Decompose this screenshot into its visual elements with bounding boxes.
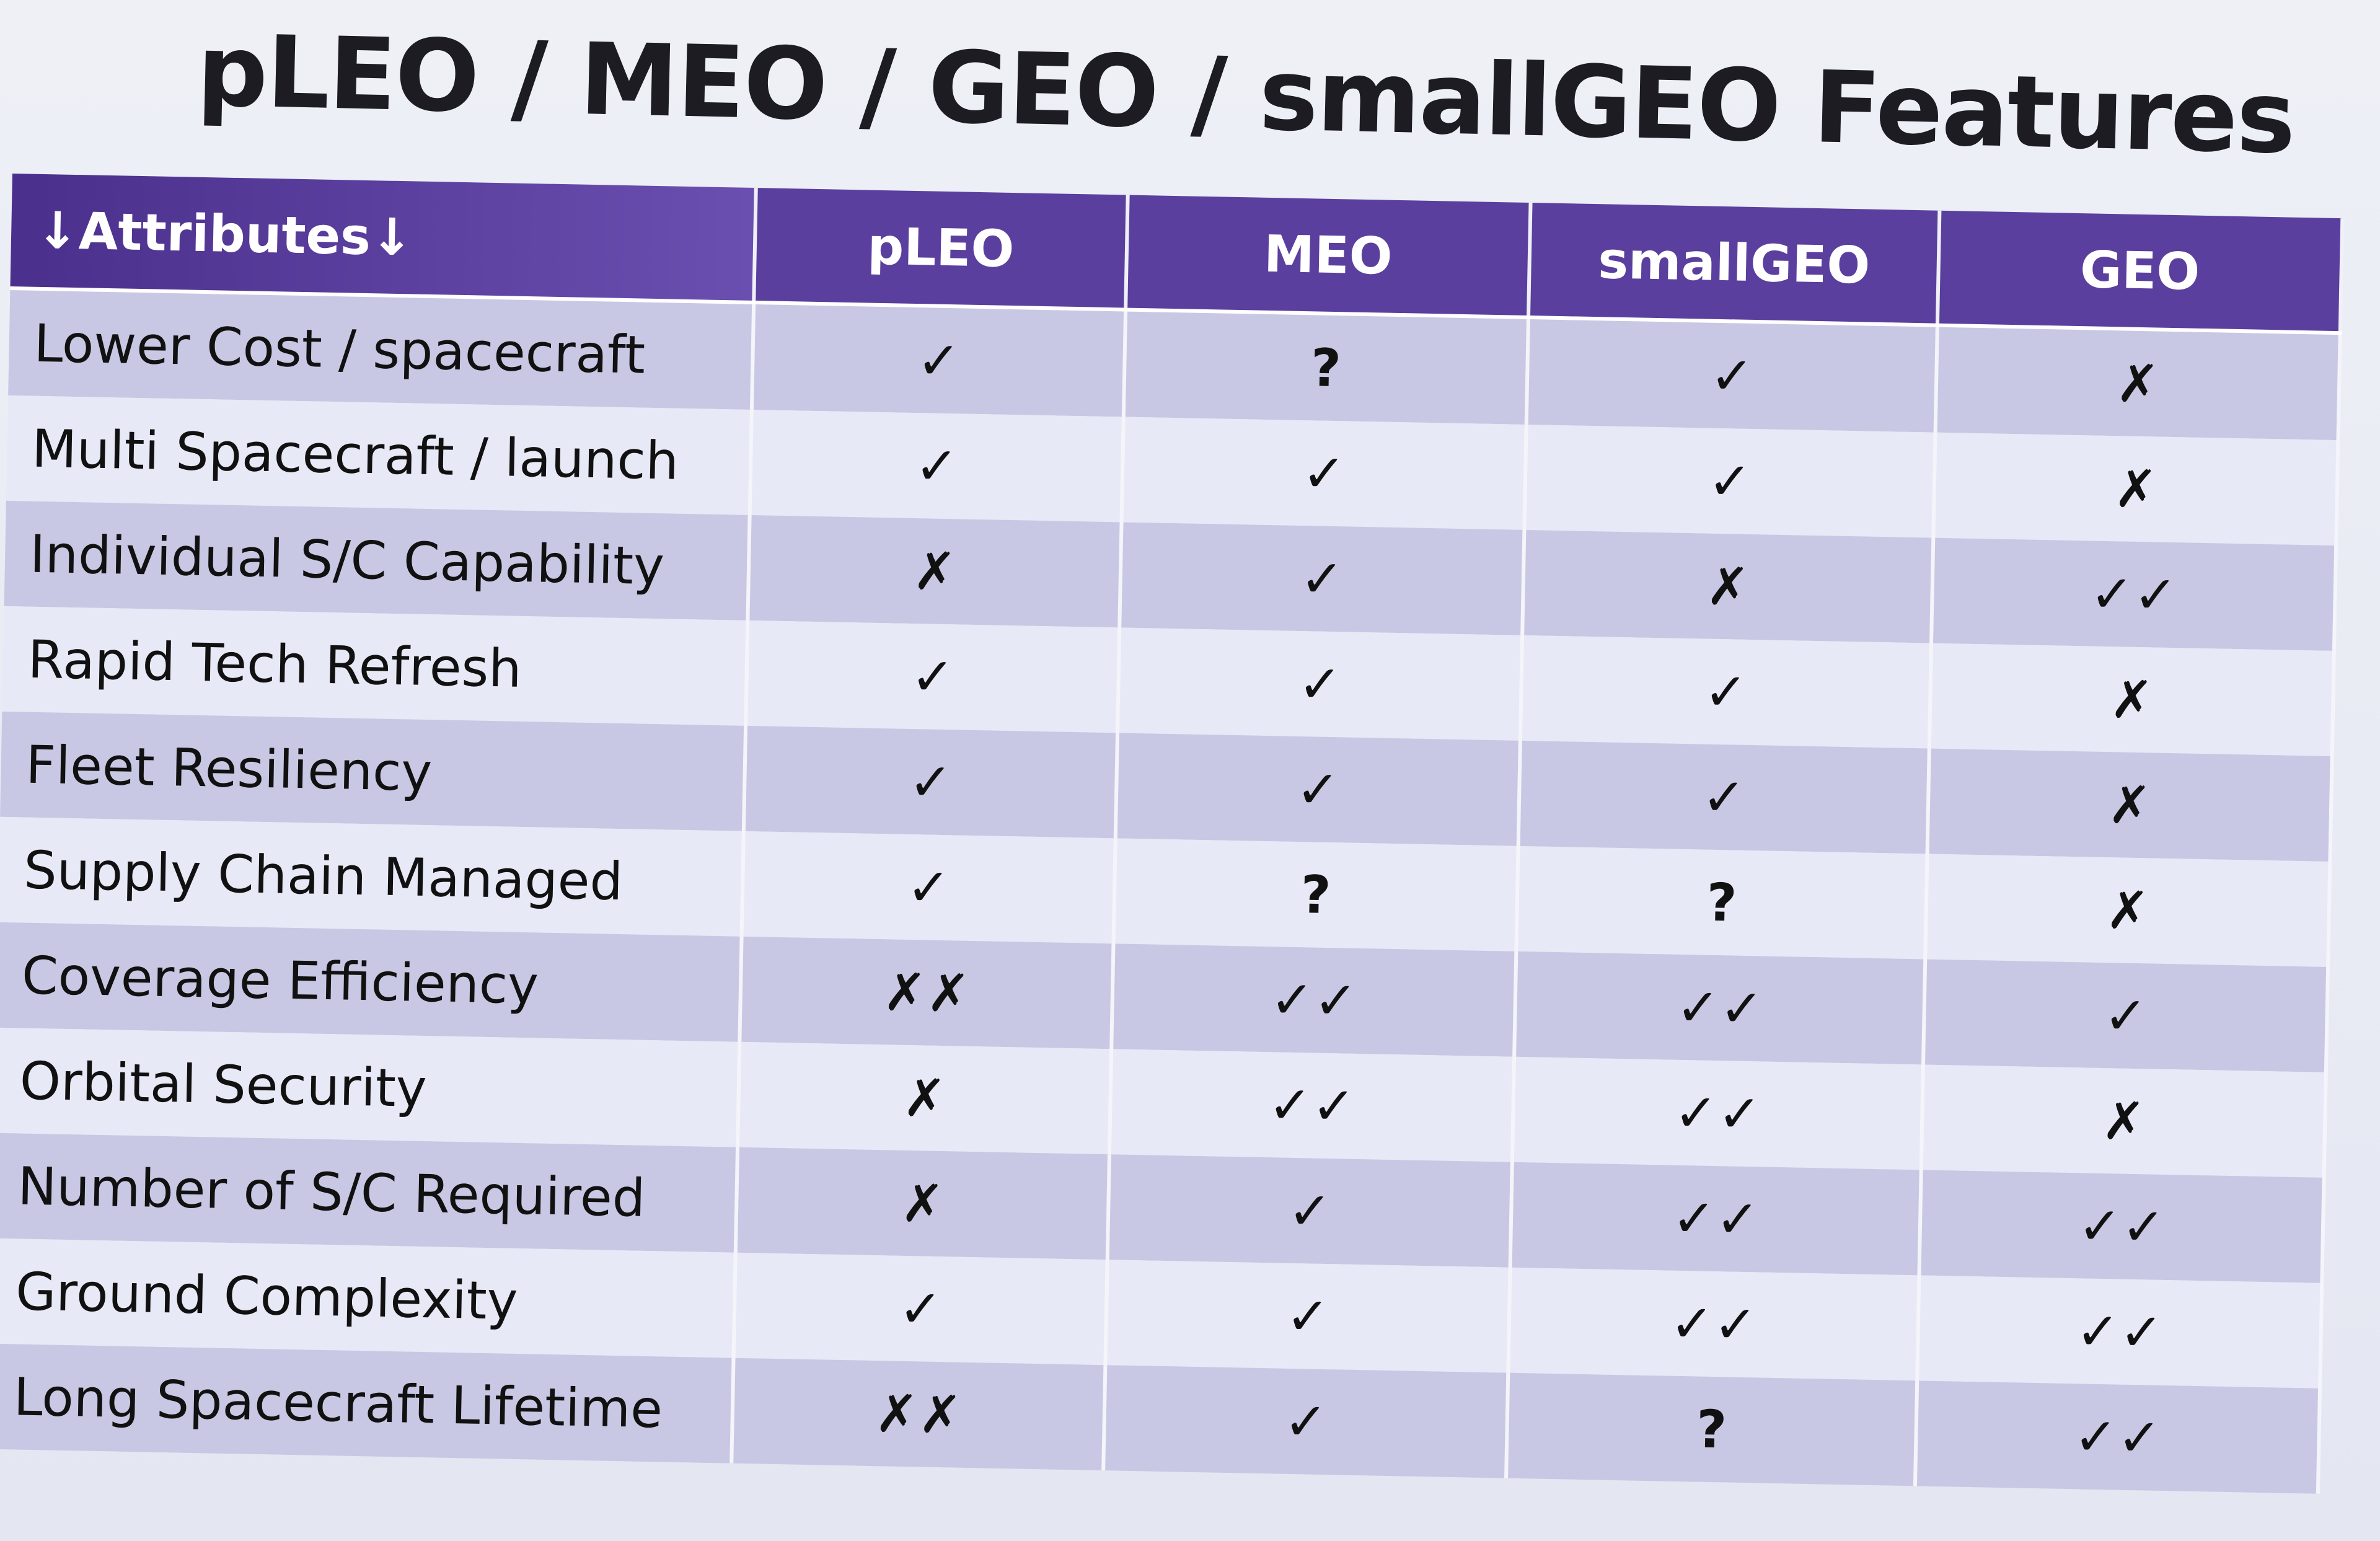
cell-smallgeo: ✓✓ bbox=[1508, 1267, 1919, 1381]
cell-pleo: ✗ bbox=[738, 1041, 1112, 1155]
cell-smallgeo: ✓ bbox=[1526, 317, 1937, 433]
cell-meo: ? bbox=[1123, 309, 1528, 425]
cell-smallgeo: ✓✓ bbox=[1510, 1162, 1921, 1276]
attribute-label: Number of S/C Required bbox=[0, 1133, 738, 1253]
cell-meo: ✓ bbox=[1107, 1154, 1512, 1268]
cell-pleo: ✓ bbox=[733, 1252, 1108, 1366]
attribute-label: Long Spacecraft Lifetime bbox=[0, 1343, 734, 1464]
cell-meo: ✓ bbox=[1105, 1260, 1510, 1373]
cell-geo: ✗ bbox=[1933, 432, 2338, 546]
cell-geo: ✗ bbox=[1935, 325, 2340, 441]
header-meo: MEO bbox=[1126, 195, 1531, 317]
attribute-label: Orbital Security bbox=[0, 1027, 740, 1147]
cell-geo: ✗ bbox=[1921, 1064, 2326, 1178]
cell-geo: ✓✓ bbox=[1915, 1380, 2320, 1494]
slide-title: pLEO / MEO / GEO / smallGEO Features bbox=[195, 12, 2296, 176]
cell-smallgeo: ✓ bbox=[1520, 635, 1932, 749]
cell-geo: ✗ bbox=[1929, 643, 2334, 757]
attribute-label: Coverage Efficiency bbox=[0, 922, 742, 1042]
cell-pleo: ✓ bbox=[751, 302, 1126, 417]
cell-pleo: ✓ bbox=[743, 725, 1118, 839]
cell-meo: ✓ bbox=[1115, 733, 1520, 846]
cell-geo: ✓ bbox=[1923, 959, 2329, 1072]
cell-pleo: ✗ bbox=[735, 1147, 1109, 1260]
cell-meo: ✓ bbox=[1119, 522, 1525, 635]
attribute-label: Fleet Resiliency bbox=[0, 711, 746, 831]
cell-meo: ✓✓ bbox=[1111, 943, 1517, 1057]
cell-geo: ✗ bbox=[1925, 854, 2330, 967]
header-geo: GEO bbox=[1937, 210, 2343, 333]
attribute-label: Rapid Tech Refresh bbox=[2, 606, 748, 726]
cell-meo: ✓ bbox=[1103, 1365, 1509, 1478]
cell-smallgeo: ✓ bbox=[1518, 740, 1929, 854]
cell-pleo: ✗ bbox=[747, 514, 1122, 628]
cell-meo: ✓✓ bbox=[1109, 1049, 1515, 1162]
attribute-label: Ground Complexity bbox=[0, 1238, 736, 1358]
cell-pleo: ✗✗ bbox=[731, 1358, 1106, 1471]
cell-smallgeo: ? bbox=[1516, 846, 1928, 960]
cell-meo: ✓ bbox=[1121, 417, 1527, 530]
header-smallgeo: smallGEO bbox=[1528, 203, 1940, 325]
cell-smallgeo: ✗ bbox=[1522, 529, 1934, 643]
attribute-label: Multi Spacecraft / launch bbox=[6, 395, 752, 515]
header-attributes: ↓Attributes↓ bbox=[10, 174, 756, 303]
header-pleo: pLEO bbox=[754, 188, 1128, 310]
attribute-label: Individual S/C Capability bbox=[4, 500, 750, 620]
cell-geo: ✓✓ bbox=[1917, 1275, 2322, 1389]
cell-pleo: ✓ bbox=[749, 409, 1124, 523]
cell-pleo: ✓ bbox=[741, 831, 1116, 944]
attribute-label: Supply Chain Managed bbox=[0, 816, 744, 937]
cell-pleo: ✗✗ bbox=[739, 936, 1114, 1049]
cell-smallgeo: ? bbox=[1506, 1372, 1918, 1486]
cell-pleo: ✓ bbox=[746, 620, 1120, 733]
cell-geo: ✓✓ bbox=[1931, 537, 2337, 651]
cell-geo: ✗ bbox=[1927, 748, 2332, 862]
features-table: ↓Attributes↓ pLEO MEO smallGEO GEO Lower… bbox=[0, 174, 2344, 1494]
cell-meo: ✓ bbox=[1117, 627, 1523, 741]
attribute-label: Lower Cost / spacecraft bbox=[8, 288, 754, 410]
cell-smallgeo: ✓ bbox=[1524, 424, 1936, 538]
cell-smallgeo: ✓✓ bbox=[1514, 951, 1926, 1065]
cell-meo: ? bbox=[1113, 838, 1518, 952]
cell-smallgeo: ✓✓ bbox=[1512, 1056, 1923, 1170]
cell-geo: ✓✓ bbox=[1919, 1170, 2324, 1283]
